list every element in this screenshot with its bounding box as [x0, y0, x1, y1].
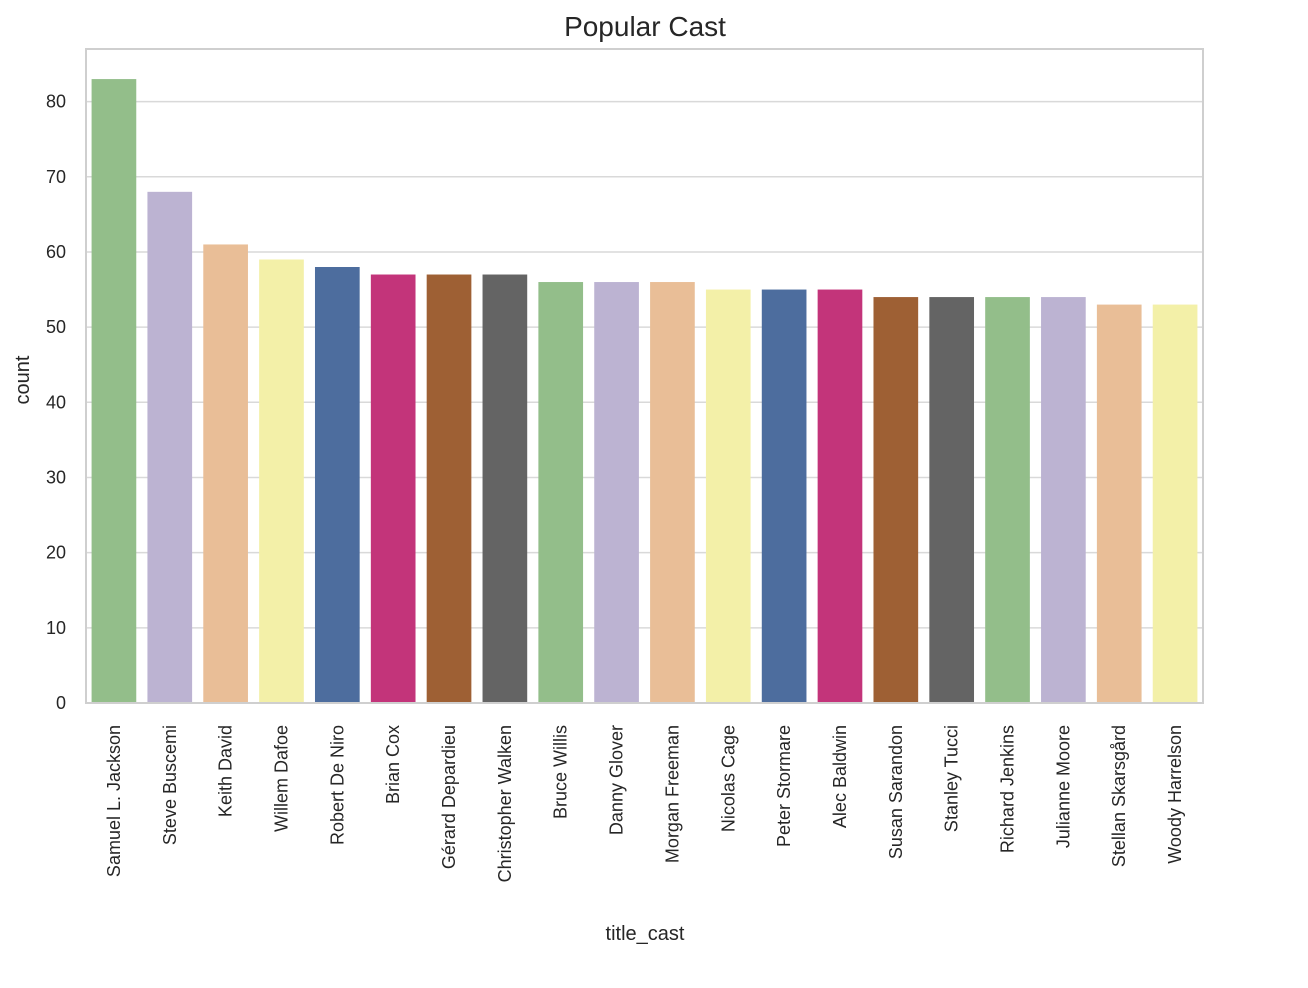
bar	[259, 259, 304, 703]
x-tick-label: Julianne Moore	[1053, 725, 1073, 848]
gridlines	[86, 100, 1203, 704]
y-tick-label: 60	[46, 242, 66, 262]
bar	[817, 289, 863, 703]
bar	[1152, 304, 1198, 703]
x-tick-label: Robert De Niro	[327, 725, 347, 845]
x-axis-label: title_cast	[606, 923, 685, 945]
y-tick-label: 30	[46, 467, 66, 487]
plot-frame	[85, 48, 1204, 704]
x-tick-label: Nicolas Cage	[718, 725, 738, 832]
x-tick-label: Woody Harrelson	[1165, 725, 1185, 864]
bar	[929, 297, 975, 703]
bar	[985, 297, 1030, 703]
x-tick-label: Keith David	[216, 725, 236, 817]
x-tick-label: Alec Baldwin	[830, 725, 850, 828]
x-tick-label: Brian Cox	[383, 725, 403, 804]
x-tick-label: Richard Jenkins	[998, 725, 1018, 853]
y-tick-label: 40	[46, 392, 66, 412]
y-tick-label: 20	[46, 543, 66, 563]
bars	[91, 79, 1198, 704]
bar	[761, 289, 807, 703]
x-tick-label: Stanley Tucci	[942, 725, 962, 832]
y-tick-label: 80	[46, 92, 66, 112]
y-tick-label: 50	[46, 317, 66, 337]
bar	[538, 282, 584, 703]
x-tick-label: Danny Glover	[607, 725, 627, 835]
bar	[370, 274, 416, 703]
y-axis-label: count	[12, 355, 34, 404]
y-tick-label: 0	[56, 693, 66, 713]
x-tick-label: Willem Dafoe	[271, 725, 291, 832]
bar	[705, 289, 751, 703]
bar	[594, 282, 639, 703]
x-tick-label: Samuel L. Jackson	[104, 725, 124, 877]
bar	[482, 274, 528, 703]
y-tick-label: 10	[46, 618, 66, 638]
x-tick-label: Stellan Skarsgård	[1109, 725, 1129, 867]
x-tick-label: Bruce Willis	[551, 725, 571, 819]
bar	[203, 244, 248, 703]
x-tick-label: Susan Sarandon	[886, 725, 906, 859]
bar	[650, 282, 695, 703]
bar	[91, 79, 137, 703]
bar	[314, 267, 360, 703]
y-tick-label: 70	[46, 167, 66, 187]
bar	[1041, 297, 1086, 703]
y-axis-ticks: 0 10 20 30 40 50 60 70 80	[46, 92, 66, 713]
x-tick-label: Morgan Freeman	[662, 725, 682, 863]
bar	[426, 274, 472, 703]
bar	[147, 191, 193, 704]
x-tick-label: Christopher Walken	[495, 725, 515, 882]
x-tick-label: Gérard Depardieu	[439, 725, 459, 869]
bar	[873, 297, 919, 703]
chart-title: Popular Cast	[564, 11, 726, 42]
bar	[1096, 304, 1142, 703]
x-axis-ticks: Samuel L. Jackson Steve Buscemi Keith Davi…	[104, 725, 1185, 882]
x-tick-label: Peter Stormare	[774, 725, 794, 847]
x-tick-label: Steve Buscemi	[160, 725, 180, 845]
